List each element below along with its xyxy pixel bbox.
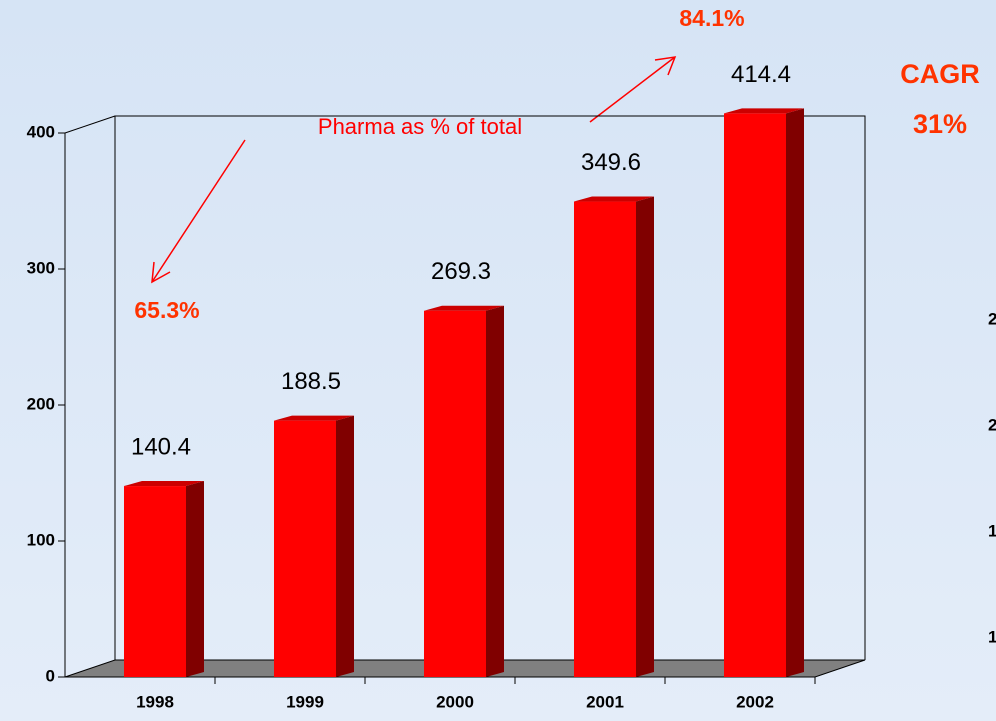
bar xyxy=(424,310,486,677)
bar-top xyxy=(574,196,654,202)
y-tick-label: 100 xyxy=(27,530,55,549)
bar-side xyxy=(636,196,654,677)
axis xyxy=(64,115,116,134)
y-tick-label: 300 xyxy=(27,258,55,277)
bar-side xyxy=(786,108,804,677)
x-tick-label: 2002 xyxy=(736,692,774,711)
value-label: 140.4 xyxy=(131,433,191,460)
partial-label: 1 xyxy=(988,521,996,540)
bar-top xyxy=(724,108,804,114)
bar-top xyxy=(124,481,204,487)
x-tick-label: 2001 xyxy=(586,692,624,711)
bar xyxy=(124,486,186,677)
y-tick-label: 400 xyxy=(27,122,55,141)
bar-side xyxy=(186,481,204,677)
bar-top xyxy=(424,305,504,311)
partial-label: 2 xyxy=(988,309,996,328)
x-tick-label: 2000 xyxy=(436,692,474,711)
annotation: 84.1% xyxy=(679,5,744,31)
value-label: 414.4 xyxy=(731,61,791,88)
bar xyxy=(574,201,636,677)
arrows xyxy=(151,56,677,284)
value-label: 349.6 xyxy=(581,149,641,176)
value-label: 269.3 xyxy=(431,258,491,285)
bar xyxy=(274,420,336,677)
value-label: 188.5 xyxy=(281,368,341,395)
x-tick-label: 1999 xyxy=(286,692,324,711)
back-wall xyxy=(114,115,866,660)
partial-label: 1 xyxy=(988,627,996,646)
x-tick-label: 1998 xyxy=(136,692,174,711)
partial-label: 2 xyxy=(988,415,996,434)
annotation: 31% xyxy=(913,109,967,139)
bar xyxy=(724,113,786,677)
annotation: Pharma as % of total xyxy=(318,114,522,139)
y-tick-label: 0 xyxy=(46,666,55,685)
annotation: CAGR xyxy=(900,59,980,89)
annotation: 65.3% xyxy=(134,297,199,323)
bar-side xyxy=(336,415,354,677)
bar-top xyxy=(274,415,354,421)
y-tick-label: 200 xyxy=(27,394,55,413)
bar-side xyxy=(486,305,504,677)
